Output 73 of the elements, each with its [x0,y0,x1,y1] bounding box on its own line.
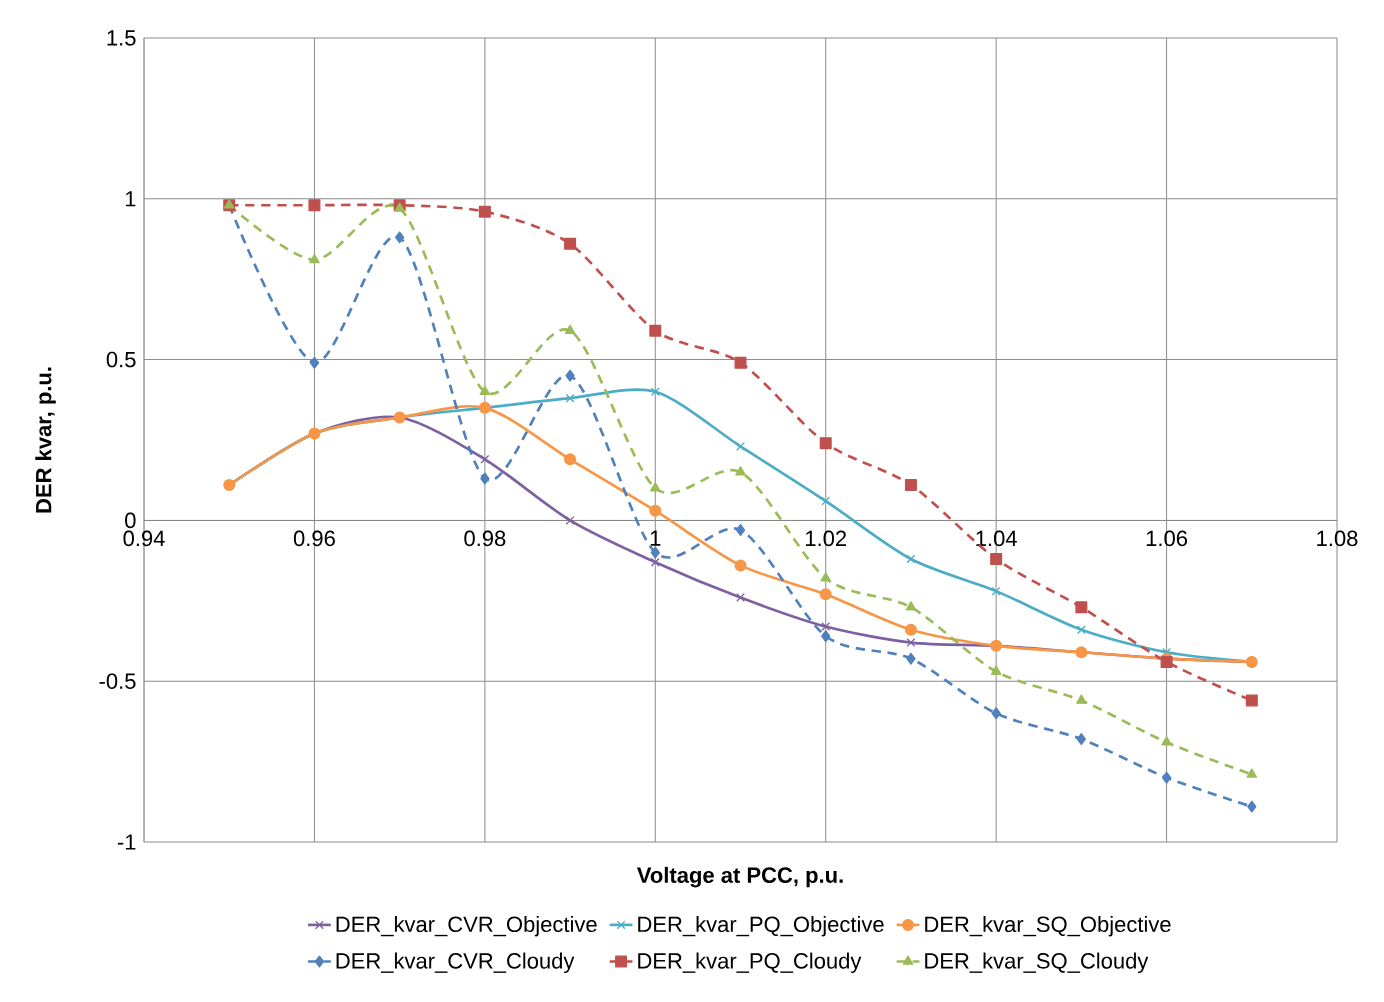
point [821,622,831,631]
point [819,437,832,450]
point [1076,694,1087,704]
point [565,393,575,403]
point [564,453,577,466]
x-tick-label: 0.94 [123,530,165,547]
legend-label: DER_kvar_SQ_Objective [925,915,1171,937]
point [735,524,746,537]
point [734,356,747,369]
point [650,546,660,559]
point [1245,694,1258,707]
point [734,559,747,572]
legend-label: DER_kvar_CVR_Cloudy [336,952,575,974]
legend-label: DER_kvar_CVR_Objective [336,915,597,937]
point [565,369,575,382]
legend-label: DER_kvar_SQ_Cloudy [925,952,1149,974]
point [1247,800,1257,813]
point [906,554,916,564]
point [821,496,831,506]
point [904,479,917,492]
point [906,638,916,648]
point [309,253,320,264]
point [480,472,490,485]
point [1075,601,1088,614]
point [394,231,405,244]
point [649,324,662,337]
point [564,237,577,250]
point [1076,733,1087,746]
y-tick-label: 0 [125,512,136,529]
point [564,324,576,334]
point [479,385,491,396]
y-axis-title: DER kvar, p.u. [35,367,56,513]
y-tick-label: -0.5 [99,673,136,689]
y-tick-label: 1.5 [107,30,136,46]
point [650,482,661,492]
point [1161,771,1172,784]
legend-label: DER_kvar_PQ_Cloudy [638,952,862,974]
y-tick-label: 1 [125,191,136,207]
point [990,665,1002,675]
point [649,504,662,517]
point [991,707,1001,720]
point [1246,768,1258,778]
x-tick-label: 1 [650,530,661,546]
x-tick-label: 1.02 [805,530,847,547]
point [735,466,746,476]
y-tick-label: 0.5 [106,351,136,368]
point [1076,625,1086,635]
point [905,601,917,611]
point [480,454,490,464]
x-tick-label: 1.08 [1317,530,1358,547]
x-tick-label: 1.04 [976,530,1017,547]
y-tick-label: -1 [117,834,136,850]
legend-label: DER_kvar_PQ_Objective [638,915,884,937]
point [1161,736,1172,746]
x-tick-label: 0.96 [293,530,335,547]
point [904,623,917,636]
point [736,441,745,451]
point [650,387,660,397]
point [906,652,916,665]
x-tick-label: 0.98 [464,530,506,547]
x-axis-title: Voltage at PCC, p.u. [636,866,843,888]
point [819,588,832,601]
point [820,572,832,582]
point [650,557,660,567]
point [308,199,321,212]
point [991,586,1001,596]
point [565,515,575,525]
point [821,630,831,643]
point [736,593,745,603]
point [309,356,320,369]
point [990,552,1003,565]
x-tick-label: 1.06 [1146,530,1188,547]
point [478,205,491,218]
